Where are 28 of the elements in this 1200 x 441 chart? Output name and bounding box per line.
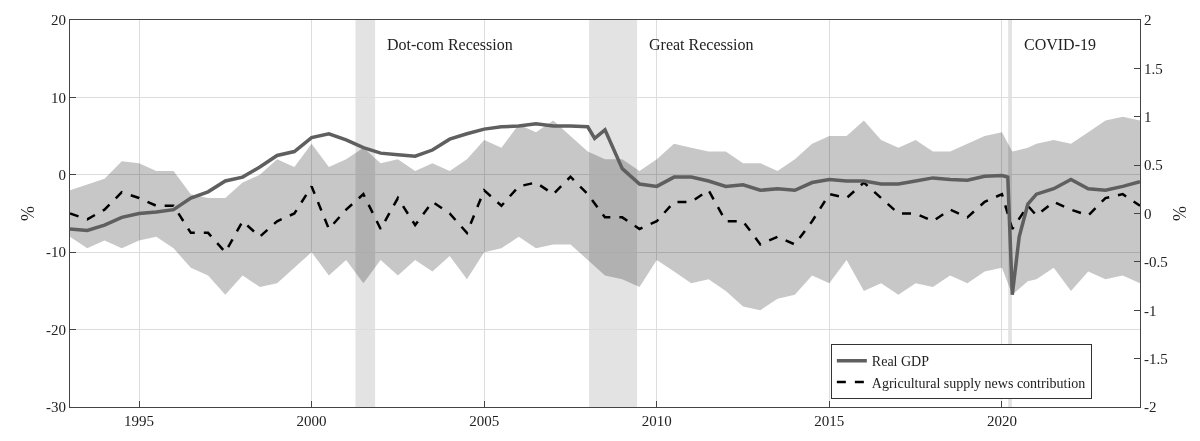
y2-tick-label: 2	[1144, 12, 1152, 29]
y-tick-label: 20	[51, 12, 66, 29]
y2-tick-label: -2	[1144, 399, 1157, 416]
y2-tick-label: 1.5	[1144, 60, 1163, 77]
band-label: Dot-com Recession	[387, 36, 513, 53]
y2-tick-label: -1	[1144, 302, 1157, 319]
y-tick-label: 0	[58, 167, 66, 184]
y-axis-title: %	[18, 206, 39, 221]
x-tick-label: 1995	[124, 413, 155, 429]
y2-tick-label: 0	[1144, 205, 1152, 222]
band-label: Great Recession	[649, 36, 754, 53]
x-tick-label: 2015	[814, 413, 845, 429]
x-tick-label: 2000	[296, 413, 327, 429]
band-label: COVID-19	[1024, 36, 1096, 53]
x-tick-label: 2010	[641, 413, 672, 429]
y-tick-label: -20	[46, 321, 66, 338]
y2-axis-title: %	[1169, 206, 1190, 221]
y2-tick-label: -1.5	[1144, 350, 1168, 367]
x-tick-label: 2020	[986, 413, 1017, 429]
legend-label: Real GDP	[871, 354, 930, 370]
y-tick-label: -10	[46, 244, 66, 261]
y2-tick-label: 1	[1144, 109, 1152, 125]
legend-label: Agricultural supply news contribution	[871, 375, 1086, 391]
y2-tick-label: -0.5	[1144, 254, 1168, 271]
y-tick-label: -30	[46, 399, 66, 416]
y2-tick-label: 0.5	[1144, 157, 1163, 174]
x-tick-label: 2005	[469, 413, 500, 429]
y-tick-label: 10	[51, 89, 66, 106]
